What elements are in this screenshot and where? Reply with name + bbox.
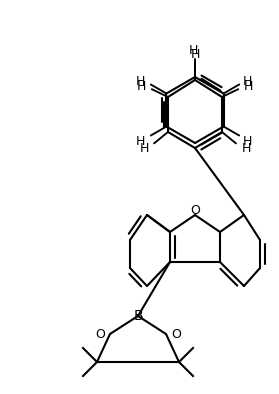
Text: H: H bbox=[244, 80, 253, 93]
Text: H: H bbox=[139, 142, 149, 155]
Text: O: O bbox=[171, 327, 181, 340]
Text: H: H bbox=[242, 75, 252, 88]
Text: O: O bbox=[95, 327, 105, 340]
Text: H: H bbox=[188, 45, 198, 58]
Text: H: H bbox=[242, 135, 252, 148]
Text: H: H bbox=[190, 48, 200, 61]
Text: B: B bbox=[133, 309, 143, 323]
Text: H: H bbox=[136, 75, 146, 88]
Text: H: H bbox=[136, 135, 146, 148]
Text: H: H bbox=[137, 80, 146, 93]
Text: H: H bbox=[241, 142, 251, 155]
Text: O: O bbox=[190, 203, 200, 216]
